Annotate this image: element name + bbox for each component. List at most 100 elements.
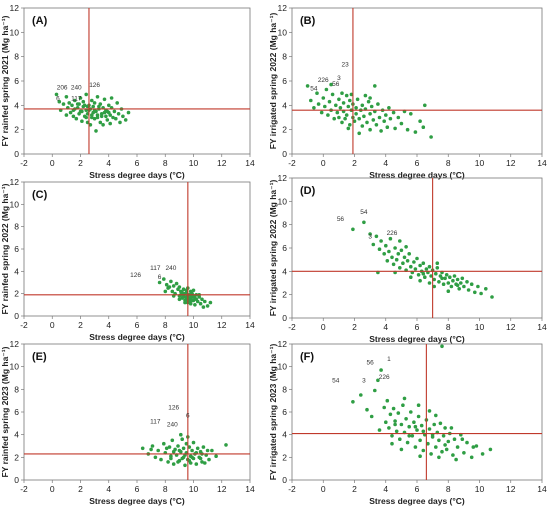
- panel-b-point: [376, 102, 380, 106]
- panel-b-point: [344, 113, 349, 117]
- panel-a-x-axis-label: Stress degree days (°C): [89, 170, 185, 180]
- panel-f-point: [393, 422, 397, 427]
- panel-b-point: [334, 103, 338, 108]
- panel-a-point: [74, 116, 79, 121]
- panel-a-x-tick-label: -2: [20, 158, 28, 168]
- panel-f-point: [451, 453, 455, 457]
- panel-d-point: [473, 290, 477, 295]
- panel-f-point: [416, 414, 421, 419]
- panel-d-point: [385, 259, 390, 263]
- panel-f-point: [404, 417, 408, 421]
- panel-a-point: [102, 110, 107, 115]
- panel-b-point: [326, 113, 330, 117]
- panel-d-point: [451, 278, 455, 283]
- panel-e-x-axis-label: Stress degree days (°C): [89, 496, 185, 506]
- panel-f-point: [396, 411, 401, 415]
- panel-e-frame: [23, 343, 251, 481]
- panel-f-point: [441, 434, 446, 438]
- panel-c-point: [188, 296, 193, 300]
- panel-d-point: [413, 267, 418, 271]
- panel-a-point: [71, 114, 76, 119]
- panel-a-point: [111, 115, 115, 120]
- panel-a-point: [116, 112, 121, 116]
- panel-d-annotation: 56: [337, 216, 345, 223]
- panel-d-point: [421, 261, 426, 266]
- panel-d-point: [402, 255, 407, 260]
- panel-d-point: [457, 287, 462, 291]
- panel-e-point: [198, 456, 203, 461]
- panel-c-y-tick-label: 4: [14, 266, 19, 276]
- panel-f-point: [351, 400, 355, 404]
- panel-d-point: [490, 295, 494, 299]
- panel-d-point: [446, 281, 451, 285]
- panel-b-point: [405, 127, 410, 132]
- panel-e-point: [184, 441, 189, 446]
- panel-e-annotation: 6: [186, 413, 190, 420]
- panel-e-x-tick-label: 10: [189, 484, 199, 494]
- panel-b-x-tick-label: 12: [506, 158, 516, 168]
- panel-e-point: [153, 455, 158, 460]
- panel-a-frame: [23, 7, 251, 155]
- panel-c-x-tick-label: 6: [135, 320, 140, 330]
- panel-a-x-tick-label: 12: [217, 158, 227, 168]
- panel-a-point: [92, 116, 97, 121]
- panel-c-point: [201, 305, 206, 309]
- panel-a-point: [99, 114, 104, 119]
- panel-d-point: [427, 281, 432, 285]
- panel-b-point: [349, 92, 354, 97]
- panel-c-point: [177, 297, 182, 302]
- panel-c-point: [164, 282, 169, 287]
- panel-b-point: [421, 125, 426, 129]
- panel-e-point: [149, 447, 153, 452]
- panel-b-point: [337, 115, 341, 120]
- panel-f-point: [444, 447, 449, 452]
- panel-f-point: [460, 437, 465, 442]
- panel-e-point: [203, 461, 207, 465]
- panel-a-point: [102, 97, 107, 102]
- panel-e-point: [159, 457, 163, 462]
- panel-a-point: [126, 110, 131, 115]
- panel-a-x-tick-label: 0: [50, 158, 55, 168]
- panel-a-y-tick-label: 8: [14, 52, 19, 62]
- panel-b-point: [396, 115, 401, 120]
- panel-b-point: [329, 82, 333, 87]
- panel-b-point: [391, 110, 396, 115]
- panel-d-point: [382, 252, 387, 256]
- panel-d-point: [460, 276, 465, 281]
- panel-c-point: [157, 280, 162, 285]
- panel-f-point: [407, 434, 412, 438]
- panel-d-y-tick-label: 4: [282, 266, 287, 276]
- panel-f-point: [376, 378, 380, 383]
- panel-d-point: [404, 245, 408, 249]
- panel-b-point: [354, 106, 358, 110]
- panel-c-point: [205, 304, 210, 308]
- panel-a-point: [95, 113, 100, 117]
- panel-a-point: [80, 119, 84, 123]
- panel-d-point: [351, 227, 355, 232]
- panel-a-annotation: 206: [57, 85, 68, 92]
- panel-f-point: [387, 426, 391, 430]
- panel-f-point: [437, 455, 441, 460]
- panel-b-point: [309, 98, 313, 103]
- panel-b-x-tick-label: 8: [446, 158, 451, 168]
- panel-f-point: [432, 422, 437, 427]
- panel-e-point: [167, 445, 172, 449]
- panel-b-point: [327, 99, 332, 104]
- panel-b-point: [382, 119, 387, 123]
- panel-f-point: [407, 424, 412, 429]
- panel-b-x-tick-label: -2: [288, 158, 296, 168]
- panel-a-point: [77, 102, 81, 106]
- panel-a-point: [92, 101, 97, 105]
- panel-e-point: [191, 440, 196, 445]
- panel-c-point: [203, 299, 207, 304]
- panel-c-x-tick-label: 14: [245, 320, 255, 330]
- panel-b-point: [340, 120, 344, 125]
- panel-d-point: [418, 263, 422, 268]
- panel-f-point: [391, 406, 396, 411]
- panel-f-point: [390, 441, 394, 446]
- panel-d-y-tick-label: 12: [278, 173, 288, 183]
- panel-b-point: [335, 110, 340, 115]
